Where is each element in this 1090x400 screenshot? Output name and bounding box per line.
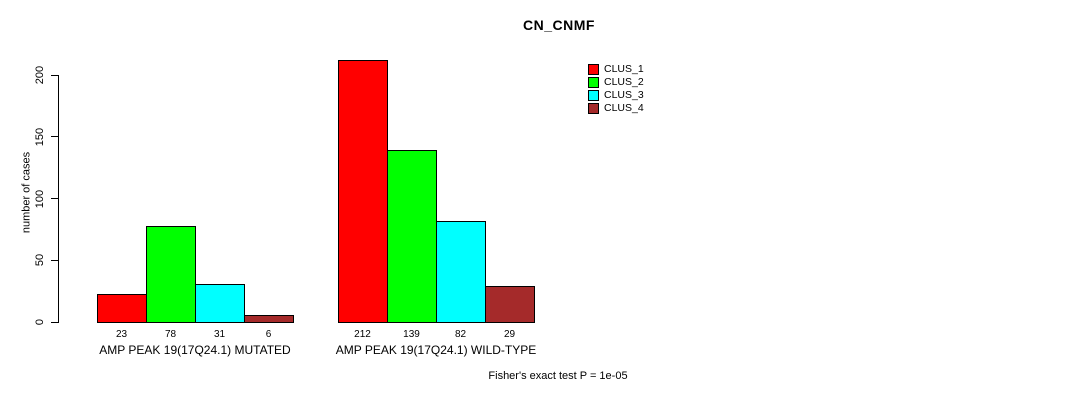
bar-value-label: 82 [454,329,467,340]
legend-label: CLUS_2 [604,76,644,88]
y-tick-mark [51,259,59,261]
bar-value-label: 139 [403,329,420,340]
legend-row-clus_4: CLUS_4 [588,102,644,115]
legend-row-clus_1: CLUS_1 [588,63,644,76]
bar-value-label: 212 [354,329,371,340]
y-tick-label: 50 [34,254,46,267]
legend: CLUS_1 CLUS_2 CLUS_3 CLUS_4 [588,63,644,115]
bar-value-label: 6 [265,329,272,340]
legend-swatch-icon [588,64,599,75]
bar-clus_1-group2 [338,60,388,323]
legend-row-clus_2: CLUS_2 [588,76,644,89]
y-tick-mark [51,74,59,76]
y-tick-label: 150 [34,127,46,146]
bar-value-label: 31 [213,329,226,340]
y-tick-mark [51,198,59,199]
y-tick-label: 0 [34,318,46,326]
legend-label: CLUS_3 [604,89,644,101]
group-label: AMP PEAK 19(17Q24.1) MUTATED [99,343,291,357]
bar-clus_1-group1 [97,294,147,323]
y-axis-label: number of cases [20,151,33,234]
y-tick-mark [51,321,59,323]
legend-swatch-icon [588,90,599,101]
chart-title: CN_CNMF [523,17,595,33]
group-label: AMP PEAK 19(17Q24.1) WILD-TYPE [335,343,537,357]
legend-label: CLUS_1 [604,63,644,75]
y-tick-label: 200 [34,65,46,85]
y-tick-label: 100 [34,189,46,208]
fisher-test-annotation: Fisher's exact test P = 1e-05 [488,370,628,382]
legend-label: CLUS_4 [604,102,644,114]
bar-value-label: 78 [164,329,177,340]
legend-swatch-icon [588,77,599,88]
bar-clus_4-group1 [244,315,294,323]
y-axis-line [58,75,59,323]
legend-row-clus_3: CLUS_3 [588,89,644,102]
bar-clus_2-group1 [146,226,196,323]
bar-clus_2-group2 [387,150,437,323]
bar-clus_3-group2 [436,221,486,323]
y-tick-mark [51,136,59,138]
bar-value-label: 23 [115,329,128,340]
bar-value-label: 29 [503,329,516,340]
bar-clus_4-group2 [485,286,535,323]
bar-clus_3-group1 [195,284,245,323]
legend-swatch-icon [588,103,599,114]
